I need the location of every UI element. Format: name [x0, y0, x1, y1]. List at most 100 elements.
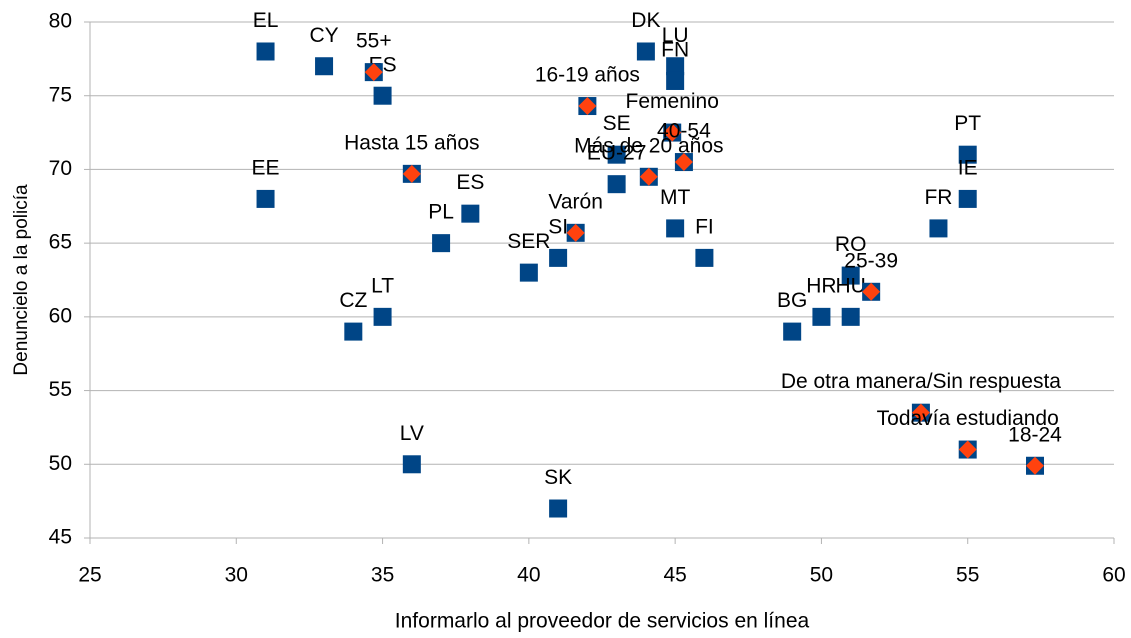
- point-diamond: [1026, 456, 1045, 475]
- x-tick-label: 30: [225, 564, 248, 587]
- point-label: 55+: [356, 30, 392, 53]
- point: [958, 440, 977, 459]
- point-diamond: [639, 167, 658, 186]
- point: [841, 307, 860, 326]
- point: [1026, 456, 1045, 475]
- point-diamond: [364, 63, 383, 82]
- point: [402, 455, 421, 474]
- point-label: De otra manera/Sin respuesta: [781, 370, 1061, 393]
- point-label: Femenino: [626, 90, 719, 113]
- point-label: 40-54: [657, 120, 711, 143]
- point-label: EL: [253, 9, 279, 32]
- point-label: LT: [371, 274, 394, 297]
- point: [607, 175, 626, 194]
- point: [783, 322, 802, 341]
- point: [666, 57, 685, 76]
- point: [344, 322, 363, 341]
- point: [674, 153, 693, 172]
- point-label: SI: [548, 215, 568, 238]
- point: [461, 204, 480, 223]
- y-tick-label: 60: [49, 304, 72, 327]
- point: [812, 307, 831, 326]
- x-tick-label: 60: [1102, 564, 1125, 587]
- point: [666, 219, 685, 238]
- point: [364, 63, 383, 82]
- y-tick-label: 45: [49, 526, 72, 549]
- point-label: SER: [507, 230, 550, 253]
- point-label: Más de 20 años: [574, 134, 723, 157]
- point-label: HR: [806, 274, 836, 297]
- y-tick-label: 80: [49, 10, 72, 33]
- point: [432, 234, 451, 253]
- point-label: CY: [309, 24, 338, 47]
- point-label: FI: [695, 215, 714, 238]
- y-tick-label: 70: [49, 157, 72, 180]
- point: [695, 248, 714, 267]
- x-tick-label: 50: [810, 564, 833, 587]
- x-axis-title: Informarlo al proveedor de servicios en …: [395, 610, 810, 633]
- point-diamond: [911, 403, 930, 422]
- point: [663, 123, 682, 142]
- point: [666, 71, 685, 90]
- point: [578, 97, 597, 116]
- point-label: FR: [924, 186, 952, 209]
- point: [373, 86, 392, 105]
- point: [929, 219, 948, 238]
- point-label: PT: [954, 112, 981, 135]
- point-label: 25-39: [844, 249, 898, 272]
- point-label: Todavía estudiando: [877, 407, 1059, 430]
- y-tick-label: 55: [49, 378, 72, 401]
- point-label: Varón: [548, 190, 602, 213]
- point-label: SE: [603, 112, 631, 135]
- point: [911, 403, 930, 422]
- point-diamond: [402, 164, 421, 183]
- x-tick-label: 40: [517, 564, 540, 587]
- point: [549, 499, 568, 518]
- point: [549, 248, 568, 267]
- point-label: DK: [631, 9, 660, 32]
- x-tick-label: 35: [371, 564, 394, 587]
- point: [315, 57, 334, 76]
- point-label: LU: [662, 24, 689, 47]
- point: [958, 189, 977, 208]
- point: [402, 164, 421, 183]
- point-diamond: [674, 153, 693, 172]
- x-tick-label: 55: [956, 564, 979, 587]
- point-label: 18-24: [1008, 423, 1062, 446]
- point: [636, 42, 655, 61]
- point-diamond: [566, 223, 585, 242]
- point: [639, 167, 658, 186]
- point-label: BG: [777, 289, 807, 312]
- point: [373, 307, 392, 326]
- point-label: Hasta 15 años: [344, 131, 479, 154]
- x-tick-label: 45: [663, 564, 686, 587]
- point: [256, 189, 275, 208]
- point-label: CZ: [339, 289, 367, 312]
- point: [862, 282, 881, 301]
- point-label: EE: [252, 156, 280, 179]
- y-tick-label: 65: [49, 231, 72, 254]
- point-label: IE: [958, 156, 978, 179]
- point-label: RO: [835, 233, 867, 256]
- point: [841, 266, 860, 285]
- point-diamond: [663, 123, 682, 142]
- point-label: HU: [836, 274, 866, 297]
- point-label: ES: [456, 171, 484, 194]
- y-tick-label: 75: [49, 83, 72, 106]
- y-axis-title: Denuncielo a la policía: [11, 184, 32, 376]
- point-label: PL: [428, 201, 454, 224]
- point: [958, 145, 977, 164]
- point: [607, 145, 626, 164]
- point-label: LV: [400, 422, 424, 445]
- point-label: SK: [544, 466, 572, 489]
- point: [566, 223, 585, 242]
- x-tick-label: 25: [78, 564, 101, 587]
- point-label: 16-19 años: [535, 64, 640, 87]
- point: [519, 263, 538, 282]
- y-tick-label: 50: [49, 452, 72, 475]
- point-diamond: [578, 97, 597, 116]
- point-label: FN: [661, 39, 689, 62]
- point-label: MT: [660, 186, 690, 209]
- point-diamond: [958, 440, 977, 459]
